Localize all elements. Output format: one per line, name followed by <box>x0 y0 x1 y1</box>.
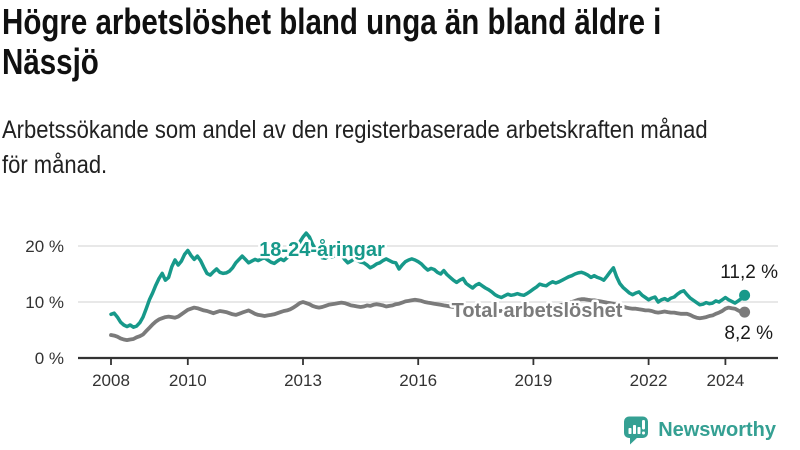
end-value-total: 8,2 % <box>724 323 773 344</box>
bar-chart-bar <box>637 426 641 434</box>
line-youth <box>109 231 747 329</box>
x-tick-label: 2022 <box>630 371 668 390</box>
x-tick-label: 2024 <box>706 371 744 390</box>
series-label-total: Total arbetslöshet <box>452 300 623 322</box>
x-tick-label: 2019 <box>514 371 552 390</box>
line-total <box>109 297 747 343</box>
end-dot-youth <box>739 289 751 301</box>
y-tick-label: 20 % <box>25 237 64 256</box>
series-label-youth: 18-24-åringar <box>259 238 385 261</box>
title-line-2: Nässjö <box>2 41 99 82</box>
bar-chart-bar <box>628 427 632 434</box>
x-tick-label: 2008 <box>92 371 130 390</box>
page-title: Högre arbetslöshet bland unga än bland ä… <box>2 2 661 82</box>
exclamation-stem <box>642 419 646 429</box>
end-dots <box>739 289 751 318</box>
x-tick-label: 2013 <box>284 371 322 390</box>
series-lines <box>109 231 747 343</box>
x-tick-label: 2016 <box>399 371 437 390</box>
x-tick-label: 2010 <box>169 371 207 390</box>
brand-name: Newsworthy <box>658 419 776 441</box>
y-tick-label: 10 % <box>25 293 64 312</box>
y-tick-label: 0 % <box>35 349 64 368</box>
speech-bubble-tail <box>630 435 639 444</box>
subtitle-line-1: Arbetssökande som andel av den registerb… <box>2 116 708 144</box>
brand-footer: Newsworthy <box>0 414 776 446</box>
newsworthy-logo-icon <box>624 416 649 444</box>
bar-chart-bar <box>633 424 637 434</box>
subtitle-line-2: för månad. <box>2 151 108 179</box>
axes: 0 % 10 % 20 % 2008 2010 2013 2016 2019 2022 2024 <box>25 237 778 390</box>
chart-subtitle: Arbetssökande som andel av den registerb… <box>2 113 708 183</box>
end-dot-total <box>739 306 751 318</box>
unemployment-line-chart: 0 %10 %20 %2008 2010 2013 2016 2019 2022 2024 … <box>25 231 778 390</box>
exclamation-dot <box>642 431 646 434</box>
title-line-1: Högre arbetslöshet bland unga än bland ä… <box>2 1 662 42</box>
end-value-youth: 11,2 % <box>720 262 778 283</box>
